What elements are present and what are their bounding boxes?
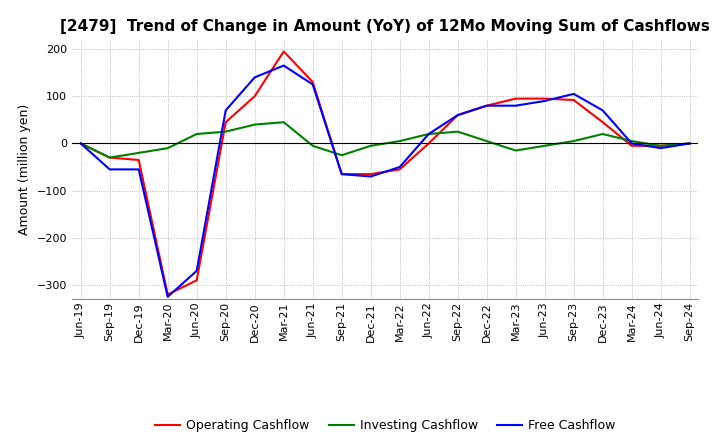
Free Cashflow: [685, 141, 694, 146]
Operating Cashflow: [76, 141, 85, 146]
Line: Operating Cashflow: Operating Cashflow: [81, 51, 690, 294]
Operating Cashflow: [192, 278, 201, 283]
Free Cashflow: [482, 103, 491, 108]
Free Cashflow: [279, 63, 288, 68]
Investing Cashflow: [221, 129, 230, 134]
Investing Cashflow: [627, 139, 636, 144]
Operating Cashflow: [685, 141, 694, 146]
Operating Cashflow: [395, 167, 404, 172]
Free Cashflow: [308, 82, 317, 87]
Investing Cashflow: [541, 143, 549, 148]
Investing Cashflow: [395, 139, 404, 144]
Operating Cashflow: [657, 143, 665, 148]
Investing Cashflow: [338, 153, 346, 158]
Line: Free Cashflow: Free Cashflow: [81, 66, 690, 297]
Free Cashflow: [163, 294, 172, 300]
Free Cashflow: [338, 172, 346, 177]
Free Cashflow: [570, 91, 578, 96]
Operating Cashflow: [221, 120, 230, 125]
Operating Cashflow: [541, 96, 549, 101]
Legend: Operating Cashflow, Investing Cashflow, Free Cashflow: Operating Cashflow, Investing Cashflow, …: [150, 414, 620, 437]
Free Cashflow: [541, 98, 549, 103]
Investing Cashflow: [279, 120, 288, 125]
Operating Cashflow: [105, 155, 114, 160]
Free Cashflow: [135, 167, 143, 172]
Investing Cashflow: [570, 139, 578, 144]
Operating Cashflow: [627, 143, 636, 148]
Free Cashflow: [221, 108, 230, 113]
Operating Cashflow: [135, 158, 143, 163]
Investing Cashflow: [424, 132, 433, 137]
Line: Investing Cashflow: Investing Cashflow: [81, 122, 690, 158]
Operating Cashflow: [482, 103, 491, 108]
Operating Cashflow: [454, 113, 462, 118]
Investing Cashflow: [598, 132, 607, 137]
Investing Cashflow: [657, 143, 665, 148]
Investing Cashflow: [251, 122, 259, 127]
Operating Cashflow: [251, 94, 259, 99]
Free Cashflow: [598, 108, 607, 113]
Operating Cashflow: [338, 172, 346, 177]
Investing Cashflow: [308, 143, 317, 148]
Investing Cashflow: [482, 139, 491, 144]
Investing Cashflow: [135, 150, 143, 155]
Operating Cashflow: [570, 97, 578, 103]
Investing Cashflow: [105, 155, 114, 160]
Operating Cashflow: [163, 292, 172, 297]
Free Cashflow: [627, 141, 636, 146]
Investing Cashflow: [366, 143, 375, 148]
Investing Cashflow: [192, 132, 201, 137]
Free Cashflow: [192, 268, 201, 274]
Free Cashflow: [424, 132, 433, 137]
Operating Cashflow: [424, 141, 433, 146]
Operating Cashflow: [279, 49, 288, 54]
Free Cashflow: [251, 75, 259, 80]
Free Cashflow: [657, 146, 665, 151]
Operating Cashflow: [366, 172, 375, 177]
Free Cashflow: [76, 141, 85, 146]
Investing Cashflow: [454, 129, 462, 134]
Investing Cashflow: [163, 146, 172, 151]
Free Cashflow: [511, 103, 520, 108]
Free Cashflow: [395, 165, 404, 170]
Operating Cashflow: [598, 120, 607, 125]
Operating Cashflow: [308, 80, 317, 85]
Y-axis label: Amount (million yen): Amount (million yen): [18, 104, 31, 235]
Investing Cashflow: [76, 141, 85, 146]
Free Cashflow: [454, 113, 462, 118]
Title: [2479]  Trend of Change in Amount (YoY) of 12Mo Moving Sum of Cashflows: [2479] Trend of Change in Amount (YoY) o…: [60, 19, 710, 34]
Investing Cashflow: [685, 141, 694, 146]
Free Cashflow: [366, 174, 375, 179]
Investing Cashflow: [511, 148, 520, 153]
Free Cashflow: [105, 167, 114, 172]
Operating Cashflow: [511, 96, 520, 101]
